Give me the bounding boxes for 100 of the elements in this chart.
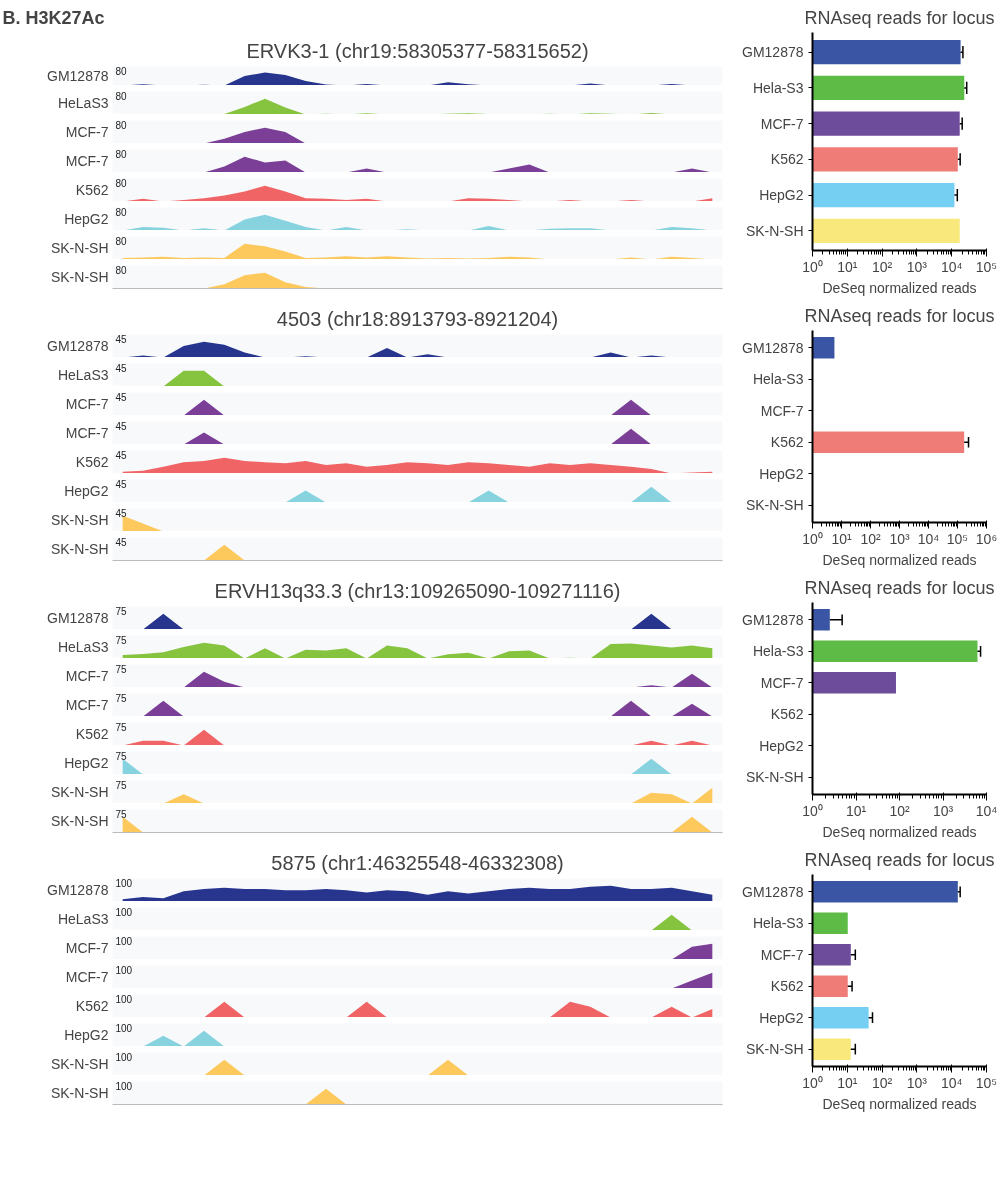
x-tick-label: 10¹: [837, 258, 858, 275]
y-tick-label: HepG2: [759, 465, 804, 482]
annotation: 80: [115, 264, 128, 276]
y-axis-title: MCF-7: [65, 697, 109, 713]
y-axis-title: HeLaS3: [57, 639, 109, 655]
y-axis-title: SK-N-SH: [50, 1056, 109, 1072]
x-axis-title: DeSeq normalized reads: [822, 823, 977, 840]
y-axis-title: GM12878: [47, 882, 109, 898]
annotation: 80: [115, 177, 128, 189]
y-axis-title: MCF-7: [65, 969, 109, 985]
y-axis-title: SK-N-SH: [50, 1085, 109, 1101]
y-axis-title: HepG2: [64, 1027, 109, 1043]
y-axis-title: MCF-7: [65, 153, 109, 169]
x-tick-label: 10⁰: [802, 1074, 823, 1091]
annotation: 45: [115, 391, 128, 403]
y-tick-label: K562: [770, 151, 804, 168]
chart-title: RNAseq reads for locus: [804, 577, 995, 598]
y-axis-title: GM12878: [47, 68, 109, 84]
y-tick-label: SK-N-SH: [745, 497, 804, 514]
y-tick-label: MCF-7: [760, 402, 804, 419]
y-axis-title: GM12878: [47, 338, 109, 354]
x-axis-title: DeSeq normalized reads: [822, 1095, 977, 1112]
y-axis-title: SK-N-SH: [50, 813, 109, 829]
y-axis-title: HeLaS3: [57, 367, 109, 383]
annotation: 75: [115, 779, 128, 791]
y-axis-title: K562: [75, 182, 109, 198]
y-tick-label: K562: [770, 978, 804, 995]
x-tick-label: 10⁰: [802, 802, 823, 819]
y-axis-title: HepG2: [64, 483, 109, 499]
y-axis-title: HeLaS3: [57, 911, 109, 927]
annotation: 80: [115, 65, 128, 77]
y-tick-label: HepG2: [759, 187, 804, 204]
x-tick-label: 10¹: [837, 1074, 858, 1091]
y-axis-title: MCF-7: [65, 425, 109, 441]
annotation: 45: [115, 362, 128, 374]
chart-title: RNAseq reads for locus: [804, 305, 995, 326]
y-tick-label: HepG2: [759, 737, 804, 754]
x-tick-label: 10⁴: [975, 802, 998, 819]
chart-title: ERVH13q33.3 (chr13:109265090-109271116): [214, 579, 621, 602]
y-axis-title: MCF-7: [65, 124, 109, 140]
y-axis-title: K562: [75, 998, 109, 1014]
x-axis-title: DeSeq normalized reads: [822, 551, 977, 568]
y-axis-title: MCF-7: [65, 668, 109, 684]
annotation: 100: [115, 935, 133, 947]
y-tick-label: GM12878: [742, 44, 804, 61]
chart-subtitle: ERVK3-1 (chr19:58305377-58315652): [246, 39, 589, 62]
x-tick-label: 10²: [889, 802, 910, 819]
x-tick-label: 10⁰: [802, 258, 823, 275]
annotation: 45: [115, 507, 128, 519]
y-tick-label: GM12878: [742, 339, 804, 356]
y-tick-label: HepG2: [759, 1009, 804, 1026]
annotation: 80: [115, 119, 128, 131]
x-tick-label: 10¹: [845, 802, 867, 819]
x-tick-label: 10⁵: [946, 530, 969, 547]
annotation: 45: [115, 333, 128, 345]
y-axis-title: GM12878: [47, 610, 109, 626]
annotation: 45: [115, 478, 128, 490]
annotation: 75: [115, 808, 128, 820]
y-axis-title: HepG2: [64, 755, 109, 771]
x-tick-label: 10⁴: [940, 258, 963, 275]
annotation: 100: [115, 1051, 133, 1063]
y-tick-label: Hela-S3: [752, 643, 804, 660]
annotation: 100: [115, 906, 133, 918]
chart-title: 5875 (chr1:46325548-46332308): [271, 851, 564, 874]
x-tick-label: 10²: [871, 1074, 893, 1091]
annotation: 80: [115, 206, 128, 218]
y-axis-title: K562: [75, 726, 109, 742]
y-axis-title: SK-N-SH: [50, 512, 109, 528]
x-tick-label: 10²: [860, 530, 881, 547]
x-tick-label: 10⁵: [975, 258, 998, 275]
y-tick-label: GM12878: [742, 611, 804, 628]
annotation: 75: [115, 692, 128, 704]
y-tick-label: GM12878: [742, 883, 804, 900]
x-tick-label: 10⁵: [975, 1074, 998, 1091]
y-tick-label: Hela-S3: [752, 915, 804, 932]
x-axis-title: DeSeq normalized reads: [822, 279, 977, 296]
y-tick-label: MCF-7: [760, 115, 804, 132]
annotation: 75: [115, 663, 128, 675]
y-axis-title: MCF-7: [65, 940, 109, 956]
x-tick-label: 10⁴: [940, 1074, 963, 1091]
y-tick-label: K562: [770, 706, 804, 723]
x-tick-label: 10¹: [831, 530, 852, 547]
y-tick-label: SK-N-SH: [745, 222, 804, 239]
x-tick-label: 10⁶: [975, 530, 998, 547]
y-axis-title: HeLaS3: [57, 95, 109, 111]
annotation: 100: [115, 1022, 133, 1034]
y-axis-title: K562: [75, 454, 109, 470]
y-tick-label: K562: [770, 434, 804, 451]
annotation: 45: [115, 420, 128, 432]
x-tick-label: 10⁴: [917, 530, 940, 547]
annotation: 80: [115, 90, 128, 102]
annotation: 100: [115, 964, 133, 976]
annotation: 75: [115, 634, 128, 646]
y-axis-title: SK-N-SH: [50, 541, 109, 557]
y-tick-label: Hela-S3: [752, 371, 804, 388]
x-tick-label: 10⁰: [802, 530, 823, 547]
x-tick-label: 10³: [889, 530, 910, 547]
annotation: 100: [115, 993, 133, 1005]
y-axis-title: SK-N-SH: [50, 240, 109, 256]
x-tick-label: 10²: [871, 258, 893, 275]
